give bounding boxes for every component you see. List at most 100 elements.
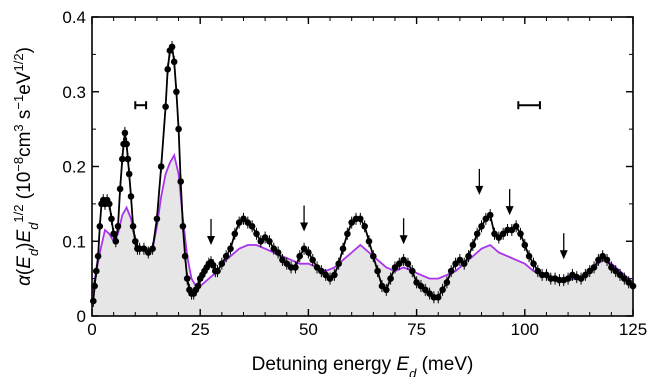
- x-tick-label: 25: [191, 320, 210, 339]
- data-point: [564, 275, 572, 282]
- data-point: [194, 282, 202, 290]
- annotations: [134, 101, 568, 260]
- data-point: [491, 230, 498, 238]
- data-point: [119, 155, 126, 163]
- data-point: [157, 163, 165, 170]
- data-point: [170, 58, 178, 66]
- data-point: [326, 275, 334, 282]
- data-point: [590, 264, 598, 271]
- x-tick-label: 75: [407, 320, 426, 339]
- data-point: [181, 252, 189, 260]
- data-point: [231, 230, 239, 238]
- data-point: [417, 282, 425, 290]
- data-point: [127, 193, 135, 200]
- data-point: [530, 260, 537, 268]
- data-point: [222, 252, 230, 260]
- data-point: [586, 267, 593, 275]
- arrow-head: [300, 222, 309, 232]
- data-point: [164, 66, 171, 73]
- data-point: [132, 238, 139, 245]
- data-point: [391, 264, 399, 271]
- data-point: [309, 256, 317, 264]
- data-point: [434, 294, 442, 301]
- data-point: [253, 230, 260, 238]
- x-tick-label: 100: [511, 320, 539, 339]
- data-point: [495, 234, 503, 241]
- data-point: [322, 271, 330, 279]
- data-point: [248, 223, 256, 230]
- data-point: [244, 219, 252, 226]
- data-point: [218, 260, 226, 268]
- x-tick-label: 50: [299, 320, 318, 339]
- data-point: [508, 226, 516, 234]
- data-point: [387, 275, 394, 282]
- data-point: [517, 230, 524, 238]
- arrow-head: [399, 235, 408, 245]
- data-point: [378, 282, 386, 290]
- data-point: [443, 279, 451, 286]
- data-point: [499, 230, 507, 238]
- data-point: [283, 260, 291, 268]
- data-point: [612, 267, 619, 275]
- data-point: [422, 286, 429, 294]
- arrow-head: [207, 235, 216, 245]
- y-tick-label: 0: [77, 307, 86, 326]
- data-point: [112, 238, 120, 245]
- data-point: [153, 215, 161, 223]
- data-point: [426, 290, 433, 297]
- data-point: [370, 252, 377, 260]
- data-point: [335, 260, 343, 268]
- data-point: [482, 215, 490, 223]
- data-point: [396, 260, 403, 268]
- data-point: [274, 249, 282, 256]
- data-point: [114, 223, 122, 230]
- data-point: [473, 230, 481, 238]
- data-point: [313, 264, 321, 271]
- data-point: [603, 256, 611, 264]
- y-tick-label: 0.3: [62, 83, 86, 102]
- data-point: [357, 215, 364, 223]
- data-point: [257, 238, 265, 245]
- data-point: [179, 223, 187, 230]
- x-tick-label: 0: [87, 320, 96, 339]
- data-point: [452, 260, 459, 268]
- data-point: [106, 200, 113, 208]
- data-point: [90, 297, 97, 305]
- data-point: [447, 267, 455, 275]
- data-point: [300, 245, 308, 252]
- data-point: [460, 260, 468, 268]
- data-point: [599, 252, 606, 260]
- data-point: [94, 252, 102, 260]
- data-point: [125, 170, 133, 178]
- data-point: [129, 223, 137, 230]
- data-point: [413, 279, 420, 286]
- data-point: [110, 230, 117, 238]
- data-point: [235, 219, 243, 226]
- data-point: [469, 241, 477, 249]
- data-point: [512, 223, 520, 230]
- data-point: [149, 245, 156, 252]
- data-point: [595, 256, 602, 264]
- data-point: [266, 238, 273, 245]
- data-point: [621, 275, 628, 282]
- data-point: [123, 140, 130, 148]
- data-point: [296, 252, 304, 260]
- data-point: [168, 43, 176, 51]
- data-point: [361, 223, 369, 230]
- data-point: [270, 245, 278, 252]
- data-point: [108, 215, 115, 223]
- y-tick-label: 0.2: [62, 158, 86, 177]
- data-point: [240, 215, 247, 223]
- fill-region: [92, 155, 633, 316]
- data-point: [404, 260, 412, 268]
- data-point: [616, 271, 624, 279]
- data-point: [374, 267, 381, 275]
- data-point: [93, 267, 100, 275]
- data-point: [209, 261, 217, 269]
- data-point: [409, 267, 416, 275]
- series-black: [90, 40, 637, 308]
- data-point: [162, 103, 169, 110]
- arrow-head: [559, 250, 568, 260]
- data-point: [577, 275, 585, 282]
- data-point: [625, 279, 632, 286]
